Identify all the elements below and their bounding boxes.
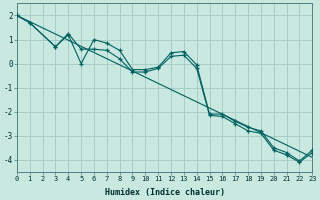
X-axis label: Humidex (Indice chaleur): Humidex (Indice chaleur) bbox=[105, 188, 225, 197]
